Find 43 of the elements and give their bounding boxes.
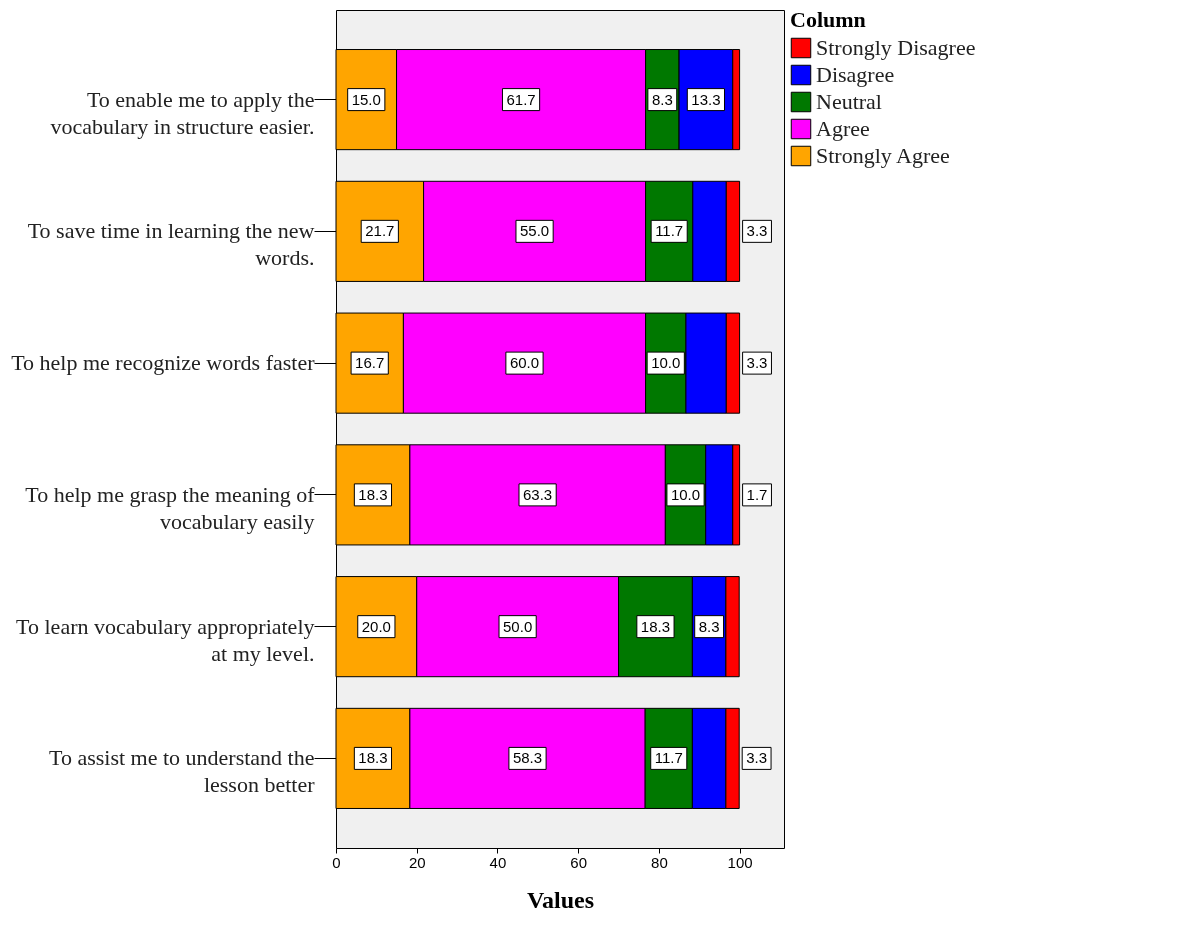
- data-label: 18.3: [358, 485, 388, 503]
- x-tick-label: 100: [727, 853, 753, 871]
- y-tick-label: To learn vocabulary appropriately at my level.: [16, 613, 315, 666]
- y-tick-label: To save time in learning the new words.: [27, 218, 315, 271]
- y-tick-label: To help me recognize words faster: [11, 350, 316, 376]
- data-label: 20.0: [361, 617, 391, 635]
- data-label: 61.7: [506, 90, 536, 108]
- data-label: 11.7: [655, 222, 684, 240]
- legend-label: Disagree: [816, 62, 895, 87]
- data-label: 8.3: [651, 90, 673, 108]
- x-tick-label: 0: [332, 853, 341, 871]
- data-label: 21.7: [365, 222, 395, 240]
- y-tick-label: To enable me to apply the vocabulary in structure easier.: [50, 86, 315, 139]
- data-label: 10.0: [670, 485, 701, 503]
- data-label: 8.3: [698, 617, 720, 635]
- data-label: 63.3: [523, 485, 553, 503]
- data-label: 3.3: [746, 222, 768, 240]
- data-label: 55.0: [519, 222, 550, 240]
- legend-label: Strongly Disagree: [816, 35, 976, 60]
- data-label: 1.7: [746, 485, 768, 503]
- data-label: 18.3: [358, 749, 388, 767]
- legend-label: Strongly Agree: [816, 143, 950, 168]
- data-label: 11.7: [654, 749, 683, 767]
- data-label: 50.0: [503, 617, 533, 635]
- y-tick-label: To help me grasp the meaning of vocabulary easily: [25, 481, 316, 534]
- x-tick-label: 80: [651, 853, 668, 871]
- data-label: 60.0: [509, 354, 540, 372]
- legend-title: Column: [790, 7, 866, 32]
- legend-label: Agree: [816, 116, 870, 141]
- data-label: 15.0: [351, 90, 381, 108]
- x-tick-label: 20: [408, 853, 426, 871]
- x-tick-label: 40: [489, 853, 507, 871]
- data-label: 3.3: [746, 749, 768, 767]
- legend-label: Neutral: [816, 89, 882, 114]
- data-label: 16.7: [355, 354, 385, 372]
- data-label: 18.3: [640, 617, 671, 635]
- x-tick-label: 60: [570, 853, 588, 871]
- y-tick-label: To assist me to understand the lesson better: [49, 745, 316, 798]
- x-axis-title: Values: [526, 886, 595, 913]
- data-label: 10.0: [651, 354, 681, 372]
- data-label: 3.3: [746, 354, 768, 372]
- data-label: 58.3: [512, 749, 543, 767]
- data-label: 13.3: [691, 90, 721, 108]
